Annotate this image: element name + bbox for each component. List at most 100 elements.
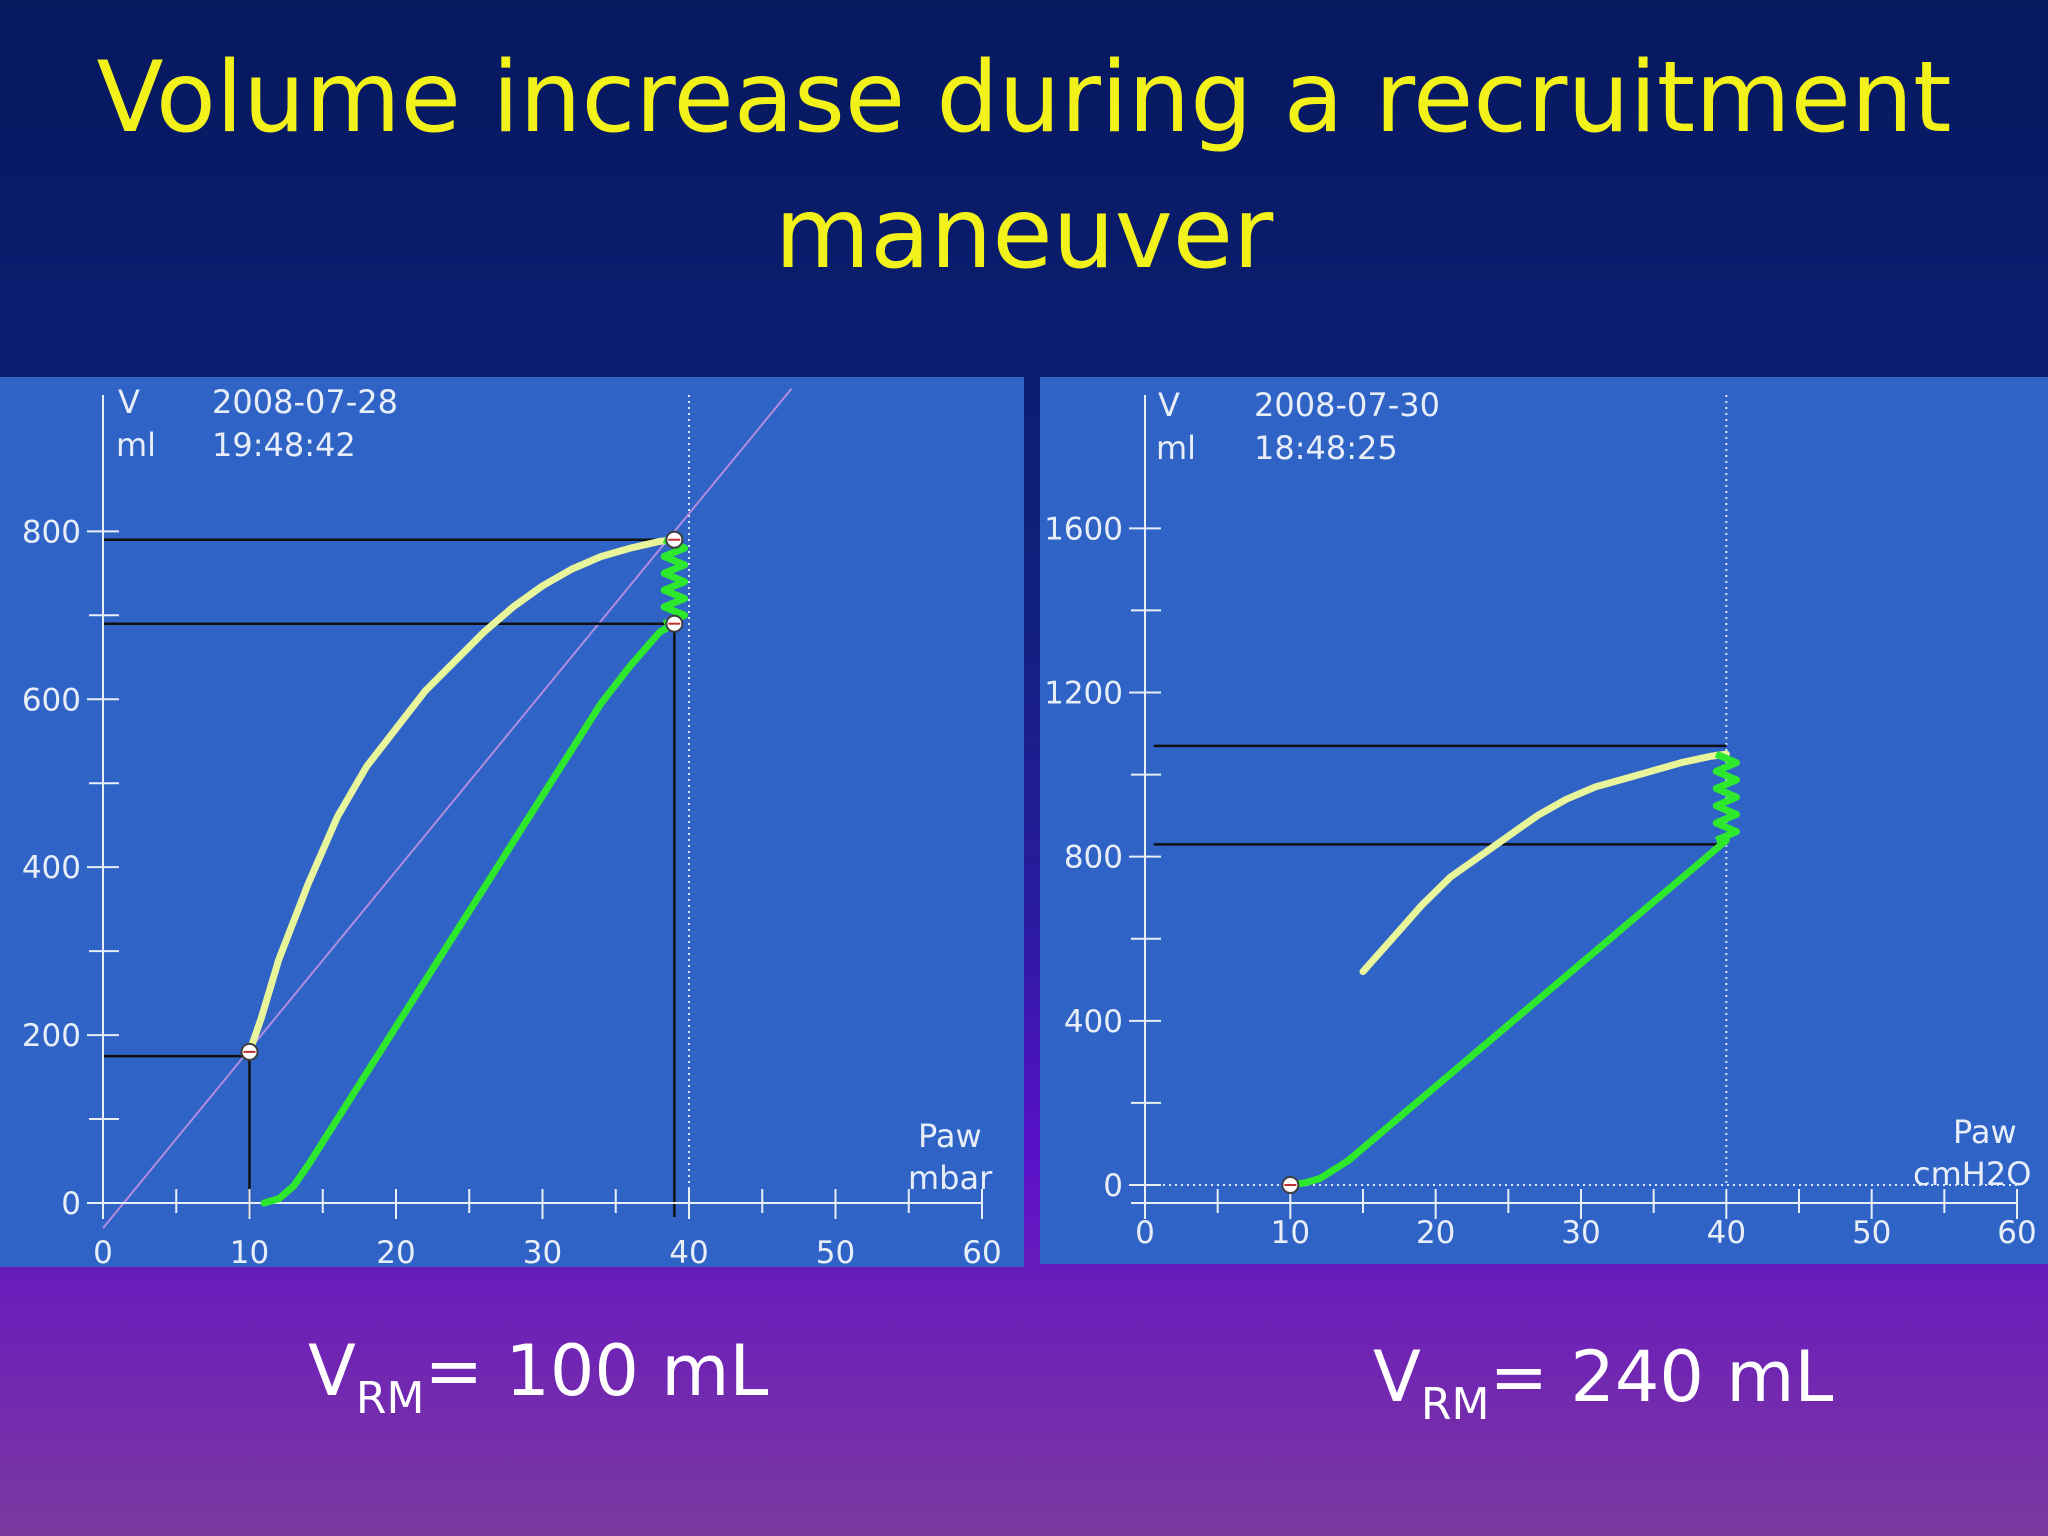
vrm-symbol: V xyxy=(308,1330,356,1412)
series-point xyxy=(658,630,662,634)
x-tick-label: 10 xyxy=(230,1235,269,1267)
series-deflation-curve xyxy=(246,536,678,1056)
series-point xyxy=(1710,754,1714,758)
series-point xyxy=(1623,777,1627,781)
series-point xyxy=(1303,1181,1307,1185)
series-point xyxy=(277,958,281,962)
y-tick-label: 0 xyxy=(1103,1168,1123,1204)
series-point xyxy=(1681,760,1685,764)
series-point xyxy=(306,882,310,886)
series-point xyxy=(1477,855,1481,859)
series-point xyxy=(628,546,632,550)
x-axis-unit: cmH2O xyxy=(1913,1155,2031,1193)
vrm-symbol: V xyxy=(1373,1336,1421,1418)
y-axis-label: V xyxy=(118,383,140,421)
series-point xyxy=(628,664,632,668)
y-tick-label: 1200 xyxy=(1044,676,1123,712)
series-point xyxy=(1448,875,1452,879)
identity-line xyxy=(102,387,793,1229)
x-tick-label: 50 xyxy=(1852,1215,1891,1251)
series-point xyxy=(394,1025,398,1029)
x-tick-label: 0 xyxy=(93,1235,113,1267)
series-point xyxy=(541,794,544,798)
series-point xyxy=(599,555,603,559)
series-inflation-curve xyxy=(1286,836,1730,1189)
series-point xyxy=(1405,1109,1409,1113)
y-tick-label: 800 xyxy=(1064,840,1123,876)
series-point xyxy=(482,630,486,634)
x-tick-label: 10 xyxy=(1271,1215,1310,1251)
x-axis-label: Paw xyxy=(1953,1113,2017,1151)
x-tick-label: 60 xyxy=(962,1235,1001,1267)
x-axis-label: Paw xyxy=(918,1117,982,1155)
series-point xyxy=(1434,1085,1438,1088)
series-point xyxy=(1390,937,1394,941)
y-axis-unit: ml xyxy=(116,426,156,464)
series-point xyxy=(570,567,574,571)
series-point xyxy=(1535,814,1539,818)
x-tick-label: 0 xyxy=(1135,1215,1155,1251)
series-point xyxy=(277,1197,281,1201)
series-inflation-curve xyxy=(260,620,678,1207)
series-point xyxy=(1492,1035,1496,1039)
x-tick-label: 20 xyxy=(1416,1215,1455,1251)
series-point xyxy=(1376,1134,1380,1138)
series-point xyxy=(599,701,603,705)
pv-loop-chart-left: 0 200 400 600 800 0 10 20 30 40 50 60 V ml 2008-07-… xyxy=(0,377,1024,1267)
series-point xyxy=(482,886,486,890)
series-point xyxy=(259,1016,263,1020)
chart-date: 2008-07-28 xyxy=(212,383,398,421)
x-tick-label: 20 xyxy=(376,1235,415,1267)
pv-loop-chart-right: 0 400 800 1200 1600 0 10 20 30 40 50 60 V ml 2008-0… xyxy=(1040,377,2048,1264)
series-point xyxy=(262,1201,266,1205)
y-tick-label: 0 xyxy=(61,1186,81,1222)
series-point xyxy=(394,727,398,731)
y-tick-label: 400 xyxy=(22,850,81,886)
series-point xyxy=(423,979,427,983)
slide-title: Volume increase during a recruitment man… xyxy=(96,41,1952,291)
series-point xyxy=(1652,768,1656,772)
series-point xyxy=(1361,970,1365,974)
series-point xyxy=(511,840,515,844)
y-tick-label: 600 xyxy=(22,682,81,718)
series-point xyxy=(1594,785,1598,789)
series-point xyxy=(423,689,427,693)
series-point xyxy=(365,764,369,768)
peak-pressure-oscillation xyxy=(1712,750,1740,844)
series-point xyxy=(570,748,574,752)
y-tick-label: 800 xyxy=(22,514,81,550)
y-axis-unit: ml xyxy=(1156,429,1196,467)
series-point xyxy=(1579,961,1583,965)
pv-loop-plot-right: 0 400 800 1200 1600 0 10 20 30 40 50 60 V ml 2008-0… xyxy=(1044,386,2037,1251)
chart-time: 18:48:25 xyxy=(1254,429,1398,467)
series-point xyxy=(306,1163,310,1167)
series-point xyxy=(291,1184,295,1188)
series-point xyxy=(1695,863,1699,867)
chart-time: 19:48:42 xyxy=(212,426,356,464)
series-point xyxy=(1419,904,1423,908)
vrm-value: = 100 mL xyxy=(424,1330,769,1412)
series-point xyxy=(1317,1177,1321,1181)
x-tick-label: 40 xyxy=(669,1235,708,1267)
vrm-value: = 240 mL xyxy=(1489,1336,1834,1418)
series-point xyxy=(335,815,339,819)
vrm-subscript: RM xyxy=(355,1373,425,1424)
series-point xyxy=(511,605,515,609)
series-deflation-curve xyxy=(1359,750,1730,976)
y-axis-label: V xyxy=(1158,386,1180,424)
y-tick-label: 1600 xyxy=(1044,511,1123,547)
x-tick-label: 30 xyxy=(523,1235,562,1267)
pv-loop-plot-left: 0 200 400 600 800 0 10 20 30 40 50 60 V ml 2008-07-… xyxy=(22,383,1002,1267)
series-point xyxy=(1521,1011,1525,1015)
x-tick-label: 40 xyxy=(1707,1215,1746,1251)
series-point xyxy=(453,932,457,936)
vrm-result-left: VRM= 100 mL xyxy=(308,1330,768,1424)
series-point xyxy=(1608,937,1612,941)
series-point xyxy=(1346,1158,1350,1162)
series-point xyxy=(1564,797,1568,801)
series-point xyxy=(1463,1060,1467,1064)
series-point xyxy=(1637,912,1641,916)
series-point xyxy=(658,539,662,543)
y-tick-label: 200 xyxy=(22,1018,81,1054)
series-point xyxy=(453,659,457,663)
